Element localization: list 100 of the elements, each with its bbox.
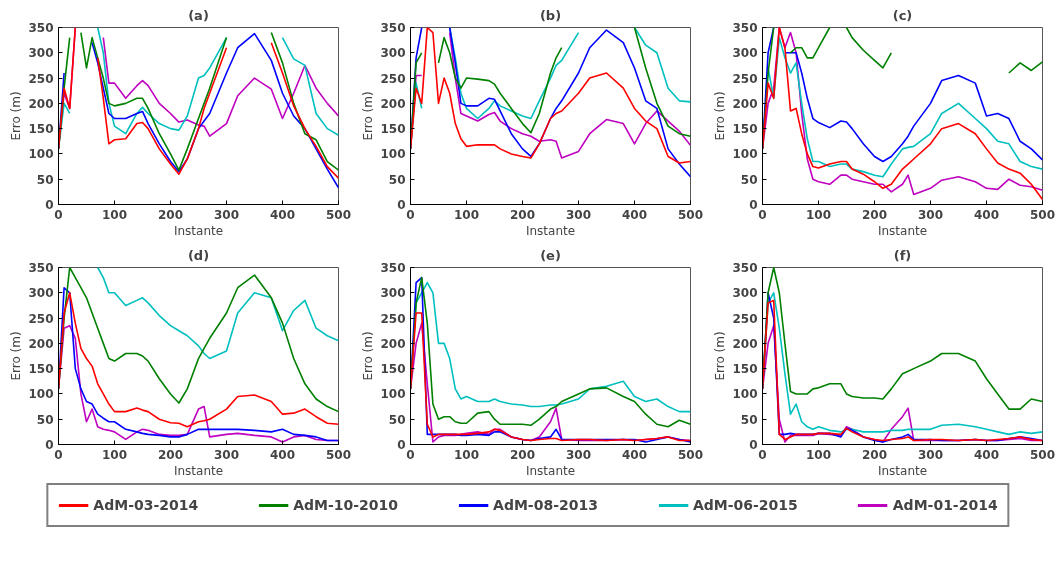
y-tick-label: 350	[380, 261, 406, 275]
x-tick-label: 500	[677, 207, 704, 222]
y-tick-label: 250	[28, 311, 54, 326]
legend-label: AdM-08-2013	[493, 497, 598, 513]
x-tick-label: 100	[453, 207, 480, 222]
y-tick-label: 250	[732, 71, 758, 86]
x-tick-label: 400	[269, 447, 296, 462]
y-tick-label: 300	[28, 46, 54, 61]
y-tick-label: 100	[380, 147, 406, 162]
x-axis-title: Instante	[173, 223, 224, 238]
y-tick-label: 350	[28, 261, 54, 275]
x-axis-title: Instante	[877, 463, 928, 478]
y-tick-label: 250	[732, 311, 758, 326]
x-tick-label: 100	[101, 207, 128, 222]
y-tick-label: 200	[380, 96, 406, 111]
x-tick-label: 100	[805, 447, 832, 462]
y-tick-label: 50	[740, 172, 758, 187]
x-axis-title: Instante	[173, 463, 224, 478]
legend-label: AdM-03-2014	[93, 497, 199, 513]
x-tick-label: 500	[325, 447, 352, 462]
y-tick-label: 0	[397, 438, 406, 452]
y-tick-label: 150	[28, 122, 54, 137]
chart-title: (e)	[540, 247, 561, 263]
x-tick-label: 200	[861, 207, 888, 222]
legend-label: AdM-06-2015	[692, 497, 798, 513]
y-tick-label: 0	[45, 198, 54, 212]
y-tick-label: 200	[28, 96, 54, 111]
y-tick-label: 100	[732, 147, 758, 162]
y-tick-label: 150	[732, 362, 758, 377]
y-tick-label: 100	[28, 147, 54, 162]
y-tick-label: 100	[28, 387, 54, 402]
x-tick-label: 500	[1029, 207, 1056, 222]
x-tick-label: 400	[621, 447, 648, 462]
legend-label: AdM-10-2010	[293, 497, 399, 513]
legend-label: AdM-01-2014	[892, 497, 998, 513]
y-tick-label: 50	[36, 172, 54, 187]
y-tick-label: 100	[380, 387, 406, 402]
y-axis-title: Erro (m)	[713, 91, 728, 141]
y-tick-label: 300	[380, 46, 406, 61]
y-tick-label: 50	[36, 412, 54, 427]
y-tick-label: 350	[732, 261, 758, 275]
x-axis-title: Instante	[525, 223, 576, 238]
x-tick-label: 300	[213, 207, 240, 222]
y-tick-label: 250	[380, 311, 406, 326]
y-axis-title: Erro (m)	[713, 331, 728, 381]
x-tick-label: 300	[917, 447, 944, 462]
y-tick-label: 50	[740, 412, 758, 427]
x-tick-label: 400	[973, 207, 1000, 222]
x-tick-label: 100	[805, 207, 832, 222]
y-tick-label: 250	[380, 71, 406, 86]
y-tick-label: 150	[380, 122, 406, 137]
y-axis-title: Erro (m)	[361, 91, 376, 141]
y-tick-label: 200	[732, 96, 758, 111]
y-tick-label: 200	[732, 336, 758, 351]
chart-title: (b)	[539, 7, 562, 23]
x-tick-label: 300	[565, 447, 592, 462]
y-tick-label: 150	[380, 362, 406, 377]
y-tick-label: 350	[732, 21, 758, 35]
x-tick-label: 500	[325, 207, 352, 222]
y-tick-label: 200	[380, 336, 406, 351]
x-tick-label: 300	[565, 207, 592, 222]
x-tick-label: 200	[509, 447, 536, 462]
y-tick-label: 50	[388, 172, 406, 187]
y-tick-label: 50	[388, 412, 406, 427]
x-tick-label: 300	[917, 207, 944, 222]
x-axis-title: Instante	[525, 463, 576, 478]
y-tick-label: 300	[732, 46, 758, 61]
x-tick-label: 100	[101, 447, 128, 462]
x-axis-title: Instante	[877, 223, 928, 238]
y-tick-label: 0	[397, 198, 406, 212]
x-tick-label: 500	[1029, 447, 1056, 462]
y-tick-label: 250	[28, 71, 54, 86]
y-tick-label: 0	[45, 438, 54, 452]
y-tick-label: 150	[732, 122, 758, 137]
x-tick-label: 400	[269, 207, 296, 222]
chart-title: (a)	[188, 7, 209, 23]
x-tick-label: 200	[157, 207, 184, 222]
y-tick-label: 150	[28, 362, 54, 377]
chart-title: (f)	[893, 247, 912, 263]
y-tick-label: 350	[28, 21, 54, 35]
y-tick-label: 300	[732, 286, 758, 301]
y-tick-label: 100	[732, 387, 758, 402]
y-tick-label: 0	[749, 438, 758, 452]
x-tick-label: 100	[453, 447, 480, 462]
y-tick-label: 300	[380, 286, 406, 301]
x-tick-label: 200	[861, 447, 888, 462]
y-axis-title: Erro (m)	[361, 331, 376, 381]
x-tick-label: 200	[157, 447, 184, 462]
x-tick-label: 300	[213, 447, 240, 462]
x-tick-label: 500	[677, 447, 704, 462]
chart-title: (d)	[187, 247, 210, 263]
x-tick-label: 200	[509, 207, 536, 222]
y-axis-title: Erro (m)	[9, 331, 24, 381]
y-tick-label: 350	[380, 21, 406, 35]
chart-title: (c)	[892, 7, 913, 23]
y-tick-label: 0	[749, 198, 758, 212]
y-axis-title: Erro (m)	[9, 91, 24, 141]
y-tick-label: 200	[28, 336, 54, 351]
x-tick-label: 400	[621, 207, 648, 222]
x-tick-label: 400	[973, 447, 1000, 462]
